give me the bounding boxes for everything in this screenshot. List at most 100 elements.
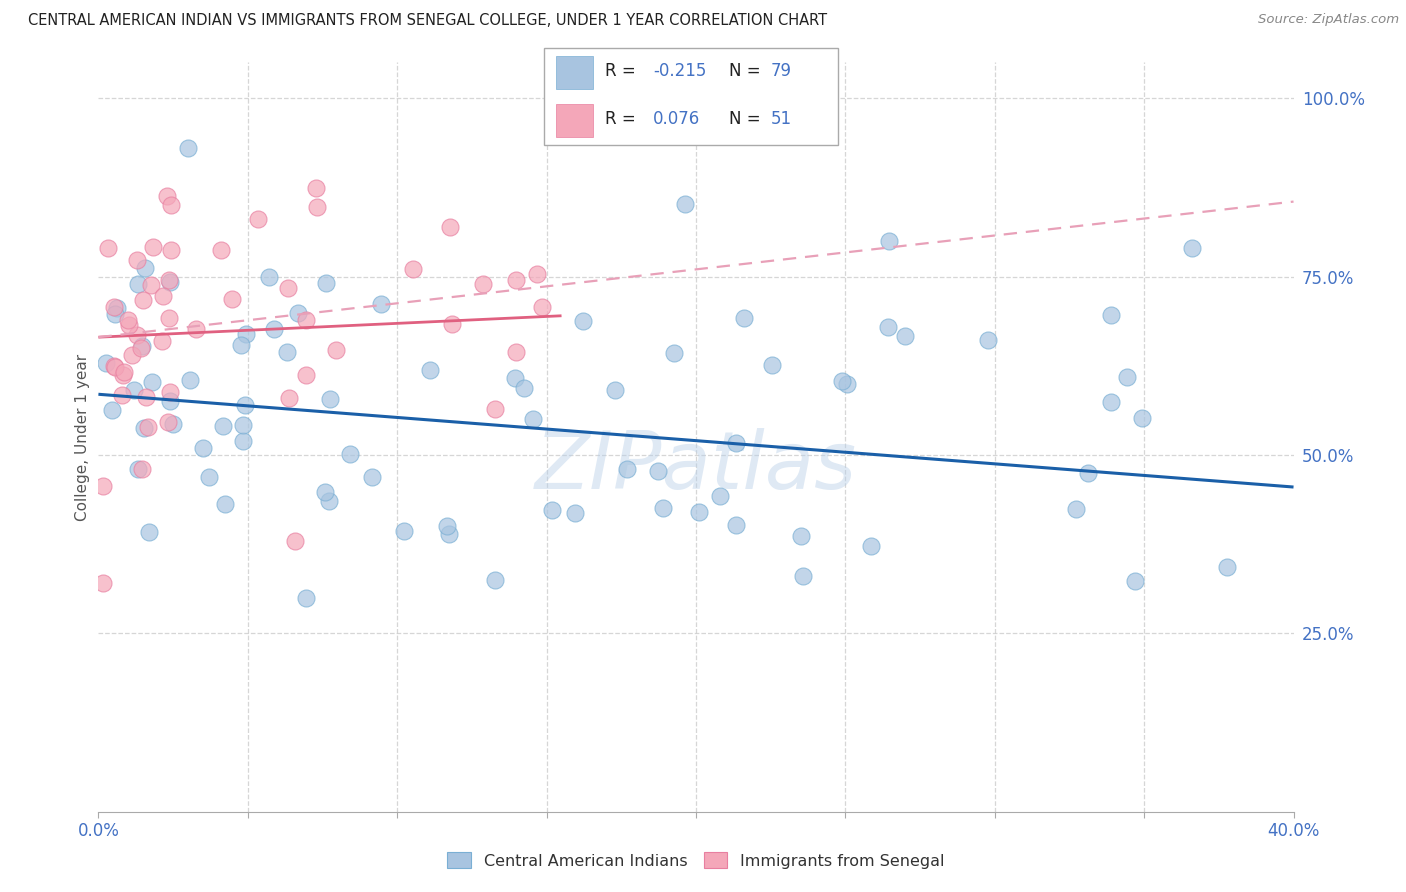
Text: R =: R = <box>605 62 636 80</box>
Point <box>103 359 125 374</box>
Point <box>540 503 562 517</box>
Point <box>121 348 143 362</box>
Point <box>276 344 298 359</box>
Point <box>232 417 254 432</box>
Point <box>138 524 160 539</box>
Point <box>284 533 307 548</box>
Point <box>127 277 149 292</box>
Point <box>894 329 917 343</box>
Text: 51: 51 <box>770 111 792 128</box>
Point <box>484 574 506 588</box>
Point <box>1215 559 1237 574</box>
Point <box>134 260 156 275</box>
Point <box>257 270 280 285</box>
Point <box>157 273 180 287</box>
Point <box>439 219 461 234</box>
Point <box>647 464 669 478</box>
Point <box>724 518 747 533</box>
Point <box>141 277 163 292</box>
Legend: Central American Indians, Immigrants from Senegal: Central American Indians, Immigrants fro… <box>441 846 950 875</box>
Point <box>125 252 148 267</box>
Point <box>103 300 125 314</box>
Point <box>214 497 236 511</box>
Point <box>156 189 179 203</box>
Point <box>263 322 285 336</box>
Point <box>402 261 425 276</box>
Point <box>325 343 347 358</box>
FancyBboxPatch shape <box>557 56 593 88</box>
Point <box>859 539 882 553</box>
Point <box>605 383 627 397</box>
Point <box>131 339 153 353</box>
Text: N =: N = <box>728 62 761 80</box>
FancyBboxPatch shape <box>544 47 838 145</box>
Point <box>688 506 710 520</box>
Point <box>91 576 114 591</box>
Point <box>564 507 586 521</box>
Point <box>159 243 181 257</box>
Point <box>104 360 127 375</box>
Point <box>1123 574 1146 589</box>
Point <box>247 211 270 226</box>
Point <box>233 398 256 412</box>
Point <box>531 300 554 314</box>
Point <box>437 527 460 541</box>
Point <box>97 241 120 255</box>
Point <box>209 244 232 258</box>
Text: N =: N = <box>728 111 761 128</box>
Point <box>709 489 731 503</box>
Point <box>159 393 181 408</box>
Point <box>733 310 755 325</box>
Text: CENTRAL AMERICAN INDIAN VS IMMIGRANTS FROM SENEGAL COLLEGE, UNDER 1 YEAR CORRELA: CENTRAL AMERICAN INDIAN VS IMMIGRANTS FR… <box>28 13 827 29</box>
Point <box>1064 502 1087 516</box>
Point <box>132 293 155 307</box>
Point <box>159 198 181 212</box>
Text: R =: R = <box>605 111 636 128</box>
Point <box>136 420 159 434</box>
Point <box>522 411 544 425</box>
Point <box>295 591 318 605</box>
Point <box>1099 394 1122 409</box>
Point <box>792 569 814 583</box>
Point <box>513 381 536 395</box>
Point <box>211 419 233 434</box>
Point <box>318 493 340 508</box>
Point <box>134 421 156 435</box>
Point <box>221 292 243 306</box>
Point <box>1181 241 1204 255</box>
Point <box>1116 369 1139 384</box>
Point <box>472 277 495 291</box>
Point <box>127 328 149 343</box>
Point <box>141 375 163 389</box>
Point <box>526 267 548 281</box>
Point <box>232 434 254 449</box>
Point <box>1099 308 1122 322</box>
Point <box>307 200 329 214</box>
Point <box>287 306 309 320</box>
Point <box>159 275 181 289</box>
Point <box>505 273 527 287</box>
Point <box>184 322 207 336</box>
Point <box>159 385 181 400</box>
Point <box>193 441 215 455</box>
Point <box>101 403 124 417</box>
Point <box>361 469 384 483</box>
Point <box>790 529 813 543</box>
Point <box>295 368 318 383</box>
Text: 79: 79 <box>770 62 792 80</box>
Point <box>277 392 299 406</box>
Point <box>131 462 153 476</box>
Point <box>104 307 127 321</box>
Point <box>124 383 146 397</box>
Point <box>131 341 153 355</box>
Point <box>484 402 506 417</box>
Point <box>977 334 1000 348</box>
Point <box>392 524 415 539</box>
Point <box>91 479 114 493</box>
Point <box>616 462 638 476</box>
Point <box>339 447 361 461</box>
Point <box>314 485 336 500</box>
Point <box>571 314 593 328</box>
Point <box>304 181 326 195</box>
Point <box>831 374 853 388</box>
